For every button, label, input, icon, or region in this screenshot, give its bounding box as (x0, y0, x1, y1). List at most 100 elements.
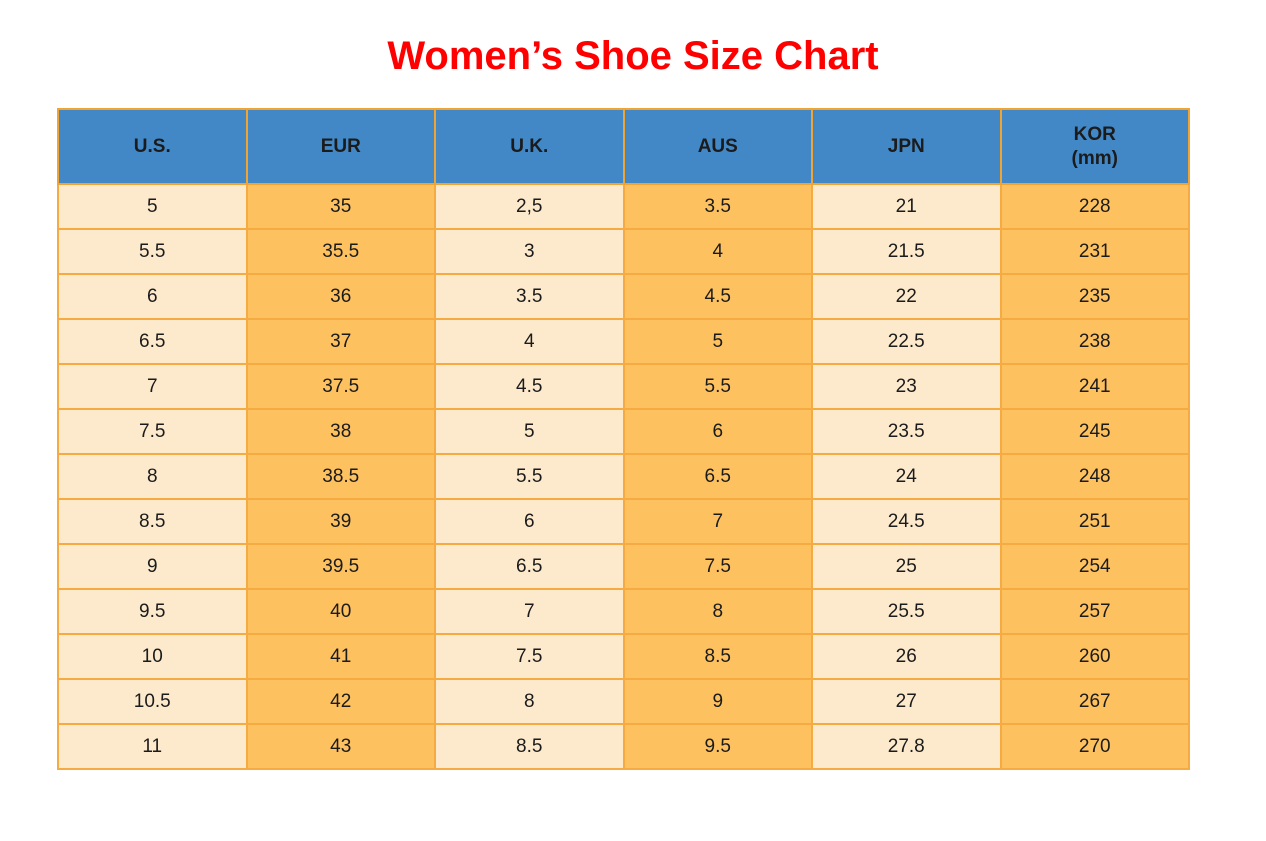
column-header-kor-label: KOR (1073, 123, 1116, 145)
cell-uk-row-11: 7.5 (434, 633, 625, 680)
cell-eur-row-6: 38 (245, 408, 436, 455)
cell-eur-row-1: 35 (245, 183, 436, 230)
cell-aus-row-9: 7.5 (622, 543, 813, 590)
cell-jpn-row-6: 23.5 (811, 408, 1002, 455)
cell-kor-row-3: 235 (999, 273, 1190, 320)
page-title: Women’s Shoe Size Chart (387, 34, 879, 78)
cell-jpn-row-11: 26 (811, 633, 1002, 680)
cell-uk-row-12: 8 (434, 678, 625, 725)
cell-aus-row-3: 4.5 (622, 273, 813, 320)
column-header-kor-sublabel: (mm) (1071, 147, 1118, 169)
cell-eur-row-5: 37.5 (245, 363, 436, 410)
cell-uk-row-8: 6 (434, 498, 625, 545)
cell-uk-row-6: 5 (434, 408, 625, 455)
table-row: 8 38.5 5.5 6.5 24 248 (57, 453, 1190, 500)
cell-us-row-7: 8 (57, 453, 248, 500)
cell-aus-row-6: 6 (622, 408, 813, 455)
cell-us-row-1: 5 (57, 183, 248, 230)
column-header-eur: EUR (245, 108, 436, 185)
column-header-us: U.S. (57, 108, 248, 185)
cell-uk-row-7: 5.5 (434, 453, 625, 500)
cell-jpn-row-7: 24 (811, 453, 1002, 500)
table-row: 7.5 38 5 6 23.5 245 (57, 408, 1190, 455)
cell-aus-row-4: 5 (622, 318, 813, 365)
cell-us-row-6: 7.5 (57, 408, 248, 455)
column-header-uk: U.K. (434, 108, 625, 185)
cell-aus-row-11: 8.5 (622, 633, 813, 680)
cell-aus-row-12: 9 (622, 678, 813, 725)
table-row: 6 36 3.5 4.5 22 235 (57, 273, 1190, 320)
column-header-jpn: JPN (811, 108, 1002, 185)
cell-aus-row-8: 7 (622, 498, 813, 545)
cell-eur-row-4: 37 (245, 318, 436, 365)
cell-jpn-row-3: 22 (811, 273, 1002, 320)
cell-us-row-2: 5.5 (57, 228, 248, 275)
cell-uk-row-1: 2,5 (434, 183, 625, 230)
cell-eur-row-3: 36 (245, 273, 436, 320)
column-header-jpn-label: JPN (887, 135, 925, 157)
cell-uk-row-10: 7 (434, 588, 625, 635)
cell-uk-row-9: 6.5 (434, 543, 625, 590)
cell-uk-row-4: 4 (434, 318, 625, 365)
cell-jpn-row-2: 21.5 (811, 228, 1002, 275)
column-header-eur-label: EUR (320, 135, 361, 157)
cell-us-row-8: 8.5 (57, 498, 248, 545)
table-row: 10 41 7.5 8.5 26 260 (57, 633, 1190, 680)
cell-eur-row-9: 39.5 (245, 543, 436, 590)
table-row: 8.5 39 6 7 24.5 251 (57, 498, 1190, 545)
cell-jpn-row-13: 27.8 (811, 723, 1002, 770)
cell-jpn-row-4: 22.5 (811, 318, 1002, 365)
cell-aus-row-5: 5.5 (622, 363, 813, 410)
header-row: U.S. EUR U.K. AUS JPN KOR (mm) (57, 108, 1190, 185)
cell-jpn-row-1: 21 (811, 183, 1002, 230)
cell-aus-row-13: 9.5 (622, 723, 813, 770)
cell-kor-row-2: 231 (999, 228, 1190, 275)
cell-kor-row-8: 251 (999, 498, 1190, 545)
table-row: 9.5 40 7 8 25.5 257 (57, 588, 1190, 635)
table-row: 7 37.5 4.5 5.5 23 241 (57, 363, 1190, 410)
column-header-us-label: U.S. (133, 135, 171, 157)
cell-us-row-11: 10 (57, 633, 248, 680)
cell-kor-row-1: 228 (999, 183, 1190, 230)
column-header-aus: AUS (622, 108, 813, 185)
table-row: 5 35 2,5 3.5 21 228 (57, 183, 1190, 230)
cell-kor-row-6: 245 (999, 408, 1190, 455)
table-row: 10.5 42 8 9 27 267 (57, 678, 1190, 725)
table-body: 5 35 2,5 3.5 21 228 5.5 35.5 3 4 21.5 231 6 36 3.5 4.5 2… (57, 183, 1190, 770)
cell-eur-row-8: 39 (245, 498, 436, 545)
cell-eur-row-2: 35.5 (245, 228, 436, 275)
table-header: U.S. EUR U.K. AUS JPN KOR (mm) (57, 108, 1190, 185)
cell-eur-row-10: 40 (245, 588, 436, 635)
cell-aus-row-7: 6.5 (622, 453, 813, 500)
cell-us-row-13: 11 (57, 723, 248, 770)
column-header-kor: KOR (mm) (999, 108, 1190, 185)
cell-kor-row-11: 260 (999, 633, 1190, 680)
cell-us-row-5: 7 (57, 363, 248, 410)
cell-us-row-4: 6.5 (57, 318, 248, 365)
cell-kor-row-5: 241 (999, 363, 1190, 410)
shoe-size-table: U.S. EUR U.K. AUS JPN KOR (mm) (57, 108, 1190, 770)
cell-jpn-row-5: 23 (811, 363, 1002, 410)
cell-us-row-3: 6 (57, 273, 248, 320)
cell-eur-row-11: 41 (245, 633, 436, 680)
cell-kor-row-4: 238 (999, 318, 1190, 365)
cell-us-row-10: 9.5 (57, 588, 248, 635)
cell-uk-row-2: 3 (434, 228, 625, 275)
table-row: 6.5 37 4 5 22.5 238 (57, 318, 1190, 365)
cell-kor-row-9: 254 (999, 543, 1190, 590)
cell-aus-row-10: 8 (622, 588, 813, 635)
cell-kor-row-13: 270 (999, 723, 1190, 770)
column-header-uk-label: U.K. (510, 135, 549, 157)
cell-us-row-9: 9 (57, 543, 248, 590)
cell-aus-row-1: 3.5 (622, 183, 813, 230)
cell-jpn-row-8: 24.5 (811, 498, 1002, 545)
cell-kor-row-12: 267 (999, 678, 1190, 725)
cell-us-row-12: 10.5 (57, 678, 248, 725)
cell-eur-row-7: 38.5 (245, 453, 436, 500)
cell-jpn-row-12: 27 (811, 678, 1002, 725)
table-row: 9 39.5 6.5 7.5 25 254 (57, 543, 1190, 590)
table-row: 5.5 35.5 3 4 21.5 231 (57, 228, 1190, 275)
cell-aus-row-2: 4 (622, 228, 813, 275)
cell-eur-row-12: 42 (245, 678, 436, 725)
column-header-aus-label: AUS (697, 135, 738, 157)
